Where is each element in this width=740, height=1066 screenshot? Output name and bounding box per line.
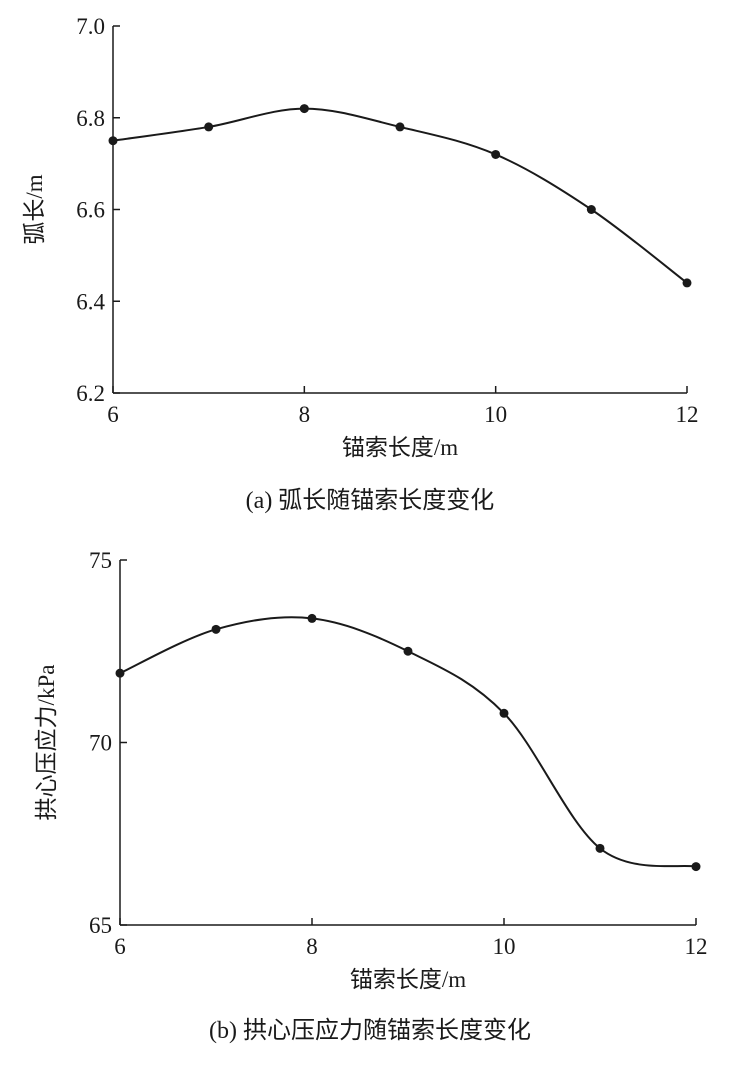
- data-point: [691, 862, 701, 872]
- series-line: [112, 107, 688, 284]
- data-point: [395, 122, 405, 132]
- data-point: [595, 843, 605, 853]
- data-point: [499, 708, 509, 718]
- data-point: [403, 646, 413, 656]
- x-tick-label: 6: [107, 402, 119, 427]
- x-tick-label: 6: [114, 934, 126, 959]
- x-tick-label: 8: [306, 934, 318, 959]
- x-tick-label: 8: [299, 402, 311, 427]
- data-point: [115, 668, 125, 678]
- figure-caption: (a) 弧长随锚索长度变化: [246, 487, 495, 514]
- y-tick-label: 7.0: [76, 14, 105, 39]
- data-point: [299, 104, 309, 114]
- data-point: [682, 278, 692, 288]
- data-point: [586, 205, 596, 214]
- x-axis-title: 锚索长度/m: [350, 967, 466, 992]
- chart-a: 6.2 6.4 6.6 6.8 7.0 6 8 10 12 锚索长度/m 弧长/m (a) 弧长随锚索…: [22, 14, 699, 514]
- y-axis-title: 弧长/m: [22, 174, 47, 244]
- data-point: [108, 136, 118, 146]
- data-point: [307, 613, 317, 623]
- chart-b: 65 70 75 6 8 10 12 锚索长度/m 拱心压应力/kPa (b) 拱心压应力随锚索长…: [34, 548, 708, 1044]
- figure-caption: (b) 拱心压应力随锚索长度变化: [209, 1017, 531, 1044]
- x-tick-label: 12: [685, 934, 708, 959]
- x-tick-label: 10: [484, 402, 507, 427]
- data-point: [204, 122, 214, 132]
- y-tick-label: 6.2: [76, 381, 105, 406]
- x-axis-title: 锚索长度/m: [342, 435, 458, 460]
- x-tick-label: 12: [676, 402, 699, 427]
- data-point: [491, 149, 501, 159]
- y-tick-label: 6.6: [76, 198, 105, 223]
- y-tick-label: 75: [89, 548, 112, 573]
- y-tick-label: 65: [89, 913, 112, 938]
- y-tick-label: 70: [89, 731, 112, 756]
- x-tick-label: 10: [493, 934, 516, 959]
- y-axis-title: 拱心压应力/kPa: [34, 665, 59, 821]
- y-tick-label: 6.4: [76, 289, 105, 314]
- data-point: [211, 624, 221, 634]
- y-tick-label: 6.8: [76, 106, 105, 131]
